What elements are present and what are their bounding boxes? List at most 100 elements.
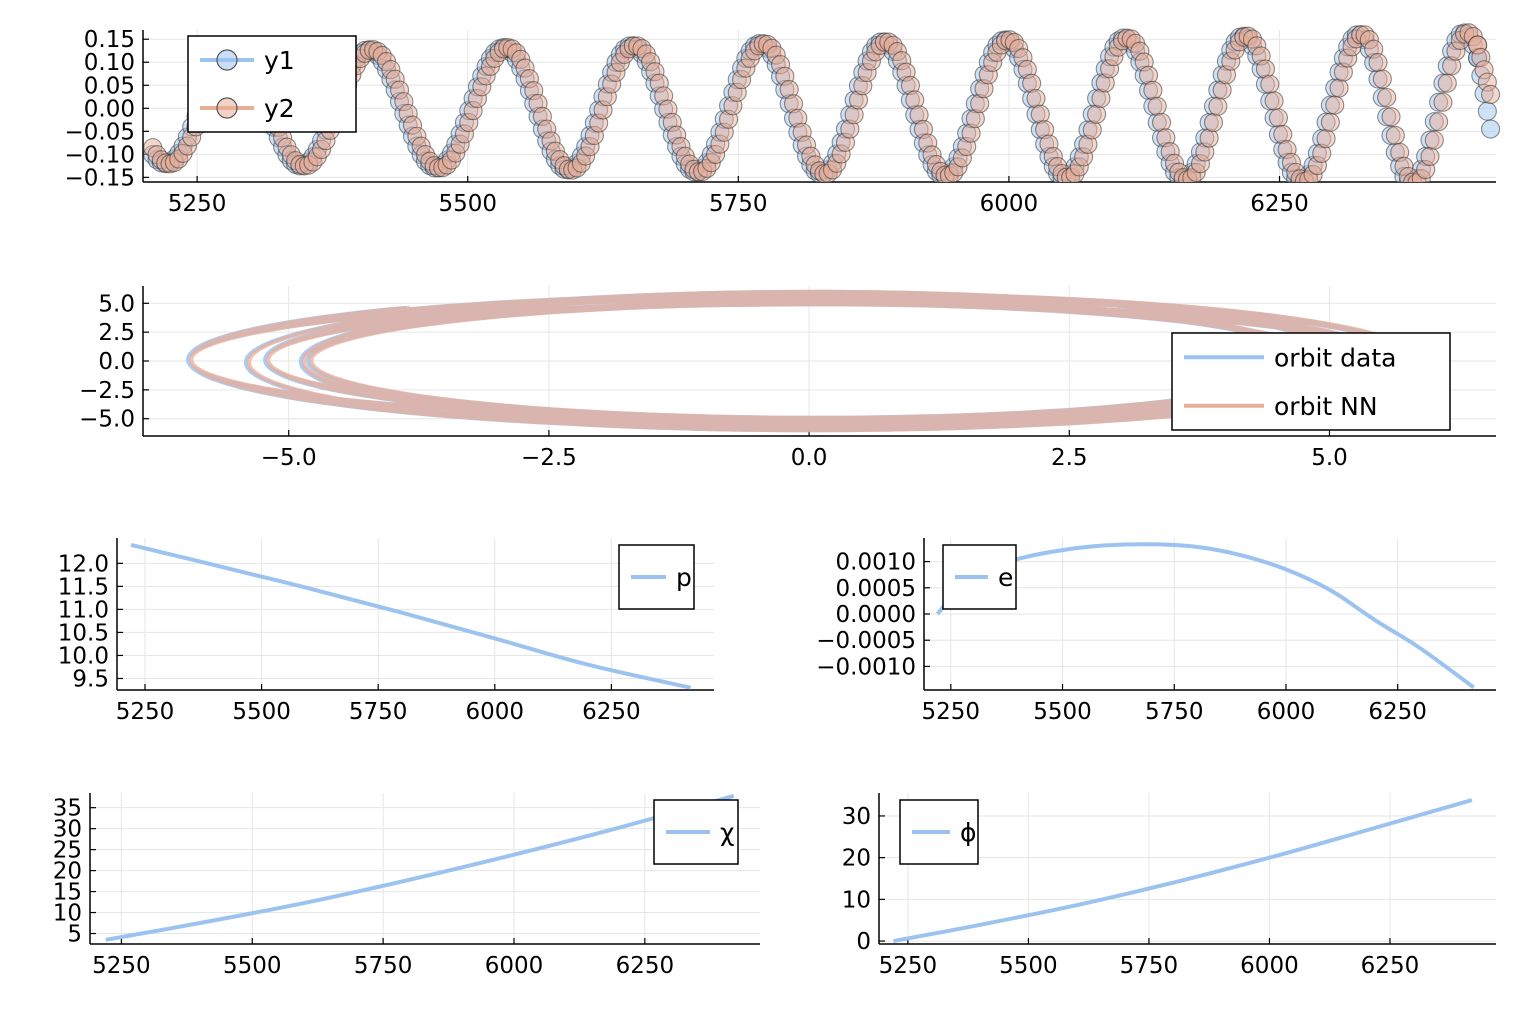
y-tick-label: 5.0 xyxy=(98,291,135,317)
x-tick-label: 5750 xyxy=(1145,699,1204,725)
p-legend: p xyxy=(618,544,695,610)
data-point xyxy=(1208,96,1228,116)
x-tick-label: 5500 xyxy=(999,953,1058,979)
legend-label: ϕ xyxy=(960,818,977,847)
x-tick-label: 5250 xyxy=(922,699,981,725)
data-point xyxy=(1420,146,1440,166)
y-tick-label: −0.10 xyxy=(65,142,135,168)
data-point xyxy=(1377,87,1397,108)
data-point xyxy=(1368,52,1388,73)
y-tick-label: −5.0 xyxy=(79,407,135,433)
phi-grid xyxy=(879,793,1496,944)
data-point xyxy=(1437,73,1457,93)
data-point xyxy=(1320,112,1340,132)
y-tick-label: 0.0010 xyxy=(836,550,916,576)
data-point xyxy=(1372,69,1392,89)
y-tick-label: −0.05 xyxy=(65,119,135,145)
legend-label: orbit data xyxy=(1274,343,1396,372)
data-point xyxy=(1260,74,1280,94)
e-grid xyxy=(924,538,1496,690)
data-point xyxy=(1329,78,1349,98)
panel-waveform: 5250 5500 5750 6000 6250−0.15−0.10−0.050.000… xyxy=(65,23,1501,217)
y-tick-label: −0.0010 xyxy=(816,654,916,680)
x-tick-label: 0.0 xyxy=(791,445,828,471)
x-tick-label: 5250 xyxy=(168,191,227,217)
x-tick-label: 6000 xyxy=(466,699,525,725)
data-point xyxy=(1203,112,1224,133)
y-tick-label: 11.5 xyxy=(58,574,109,600)
y-tick-label: 35 xyxy=(53,796,82,822)
phi-plot-area xyxy=(893,798,1473,944)
y-tick-label: −0.15 xyxy=(65,165,135,191)
y-tick-label: −0.0005 xyxy=(816,628,916,654)
y-tick-label: 20 xyxy=(842,846,871,872)
chi-legend: χ xyxy=(653,799,739,865)
x-tick-label: 5250 xyxy=(879,953,938,979)
x-tick-label: 5500 xyxy=(438,191,497,217)
y-tick-label: 10 xyxy=(842,887,871,913)
p-plot-area xyxy=(130,542,692,690)
y-tick-label: 25 xyxy=(53,838,82,864)
data-point xyxy=(1481,84,1501,105)
x-tick-label: 6250 xyxy=(582,699,641,725)
data-point xyxy=(1429,112,1449,132)
data-point xyxy=(1316,129,1336,149)
legend-label: orbit NN xyxy=(1274,392,1378,421)
x-tick-label: 5250 xyxy=(92,953,151,979)
series-line-chi xyxy=(105,793,735,942)
x-tick-label: 2.5 xyxy=(1051,445,1088,471)
x-tick-label: 6250 xyxy=(1361,953,1420,979)
y-tick-label: 10.5 xyxy=(58,620,109,646)
x-tick-label: 5500 xyxy=(1033,699,1092,725)
data-point xyxy=(1433,92,1453,112)
y-tick-label: 2.5 xyxy=(98,320,135,346)
y-tick-label: 30 xyxy=(842,804,871,830)
y-tick-label: 5 xyxy=(67,922,82,948)
x-tick-label: 5750 xyxy=(354,953,413,979)
x-tick-label: 5.0 xyxy=(1311,445,1348,471)
y-tick-label: 11.0 xyxy=(58,597,109,623)
panel-phi: 5250 5500 5750 6000 6250 0 10 20 30 ϕ xyxy=(842,793,1496,979)
legend-marker xyxy=(216,49,238,71)
y-tick-label: 10 xyxy=(53,901,82,927)
x-tick-label: 6000 xyxy=(1240,953,1299,979)
legend-label: y1 xyxy=(264,46,295,75)
x-tick-label: 6000 xyxy=(980,191,1039,217)
waveform-plot-area xyxy=(143,23,1501,182)
legend-box xyxy=(187,35,357,133)
data-point xyxy=(1087,104,1107,124)
p-grid xyxy=(117,538,714,690)
y-tick-label: 20 xyxy=(53,859,82,885)
data-point xyxy=(1481,119,1501,139)
y-tick-label: 0.00 xyxy=(84,96,135,122)
x-tick-label: 5750 xyxy=(1120,953,1179,979)
orbit-legend: orbit data orbit NN xyxy=(1171,332,1451,431)
e-plot-area xyxy=(935,542,1475,690)
y-tick-label: 15 xyxy=(53,880,82,906)
x-tick-label: 5250 xyxy=(116,699,175,725)
chi-grid xyxy=(90,793,760,944)
y-tick-label: 0.0000 xyxy=(836,602,916,628)
data-point xyxy=(1026,88,1046,109)
legend-label: y2 xyxy=(264,94,295,123)
legend-marker xyxy=(216,97,238,119)
panel-orbit: −5.0 −2.5 0.0 2.5 5.0 −5.0 −2.5 0.0 2.5 5.0 orbit … xyxy=(79,286,1496,471)
phi-legend: ϕ xyxy=(899,799,979,865)
data-point xyxy=(1385,125,1405,145)
series-line-p xyxy=(130,542,692,690)
waveform-legend: y1 y2 xyxy=(187,35,357,133)
y-tick-label: 30 xyxy=(53,817,82,843)
data-point xyxy=(1268,108,1288,128)
x-tick-label: 6000 xyxy=(1257,699,1316,725)
data-point xyxy=(1381,107,1401,127)
y-tick-label: 10.0 xyxy=(58,643,109,669)
e-legend: e xyxy=(942,544,1017,610)
x-tick-label: −5.0 xyxy=(261,445,317,471)
data-point xyxy=(1325,95,1345,115)
x-tick-label: 6250 xyxy=(1250,191,1309,217)
legend-label: p xyxy=(676,563,692,592)
data-point xyxy=(1147,96,1167,116)
data-point xyxy=(1477,101,1497,121)
